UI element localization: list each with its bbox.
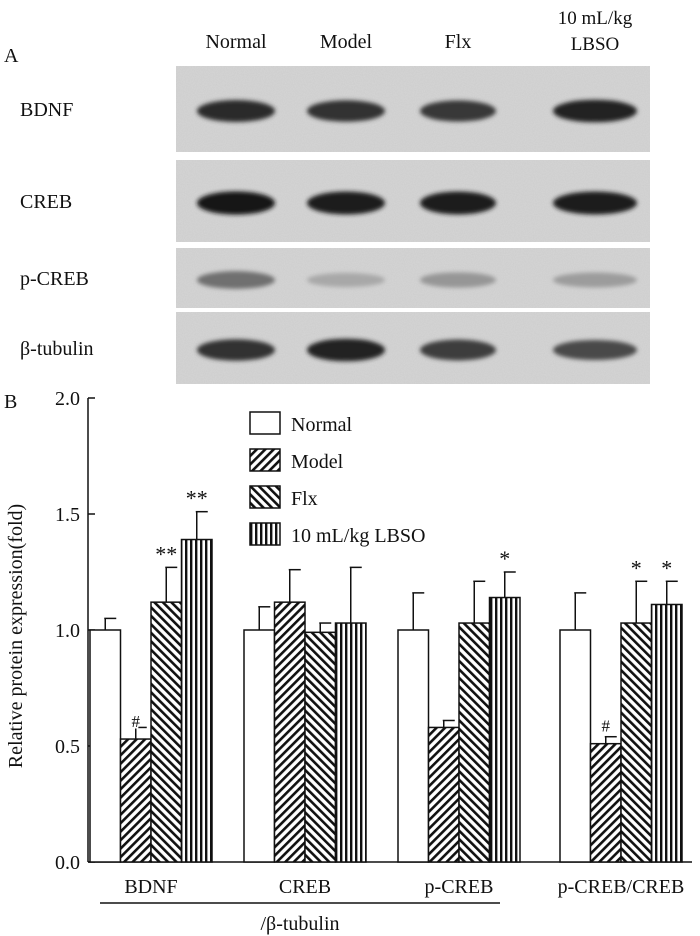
blot-row-p-creb: p-CREB <box>20 248 650 308</box>
blot-row-label: p-CREB <box>20 268 89 290</box>
legend-label: Flx <box>291 488 318 510</box>
bar-10-ml-kg-lbso-bdnf <box>180 538 213 863</box>
y-tick-label: 1.0 <box>55 620 80 642</box>
bar-flx-p-creb-creb <box>620 622 653 863</box>
blot-band <box>197 271 275 289</box>
bar-flx-bdnf <box>150 601 183 863</box>
y-tick-label: 1.5 <box>55 504 80 526</box>
blot-band <box>197 191 275 215</box>
legend-swatch <box>249 485 281 509</box>
blot-band <box>307 191 385 215</box>
y-tick-label: 0.5 <box>55 736 80 758</box>
bar-10-ml-kg-lbso-p-creb-creb <box>650 603 683 863</box>
blot-band <box>420 339 496 361</box>
panel-a-label: A <box>4 45 19 67</box>
blot-row-label: CREB <box>20 191 72 213</box>
x-category-label: p-CREB/CREB <box>558 876 685 898</box>
lane-label-lbso-line1: 10 mL/kg <box>558 8 633 29</box>
bar-flx-creb <box>304 631 337 863</box>
lane-label-model: Model <box>320 31 373 53</box>
y-tick-label: 2.0 <box>55 388 80 410</box>
blot-band <box>420 191 496 215</box>
y-axis-label: Relative protein expression(fold) <box>5 504 27 768</box>
blot-band <box>553 191 637 215</box>
blot-band <box>197 100 275 122</box>
legend-swatch <box>249 411 281 435</box>
bar-model-bdnf <box>119 738 152 863</box>
blot-band <box>307 100 385 122</box>
legend: Normal Model Flx 10 mL/kg LBSO <box>249 411 425 547</box>
blot-band <box>420 100 496 122</box>
significance-mark: * <box>499 546 510 571</box>
lane-label-flx: Flx <box>445 31 472 53</box>
blot-row-bdnf: BDNF <box>20 66 650 152</box>
legend-item-flx: Flx <box>249 485 318 510</box>
blot-row-creb: CREB <box>20 160 650 242</box>
bar-model-p-creb-creb <box>589 742 622 863</box>
blot-row-label: β-tubulin <box>20 338 94 360</box>
significance-mark: * <box>661 555 672 580</box>
blot-rows: BDNF CREB p-CREB β-tubulin <box>20 66 650 384</box>
blot-band <box>307 272 385 288</box>
legend-item-10-ml-kg-lbso: 10 mL/kg LBSO <box>249 522 425 547</box>
blot-band <box>307 338 385 362</box>
bar-normal-p-creb-creb <box>559 629 592 863</box>
blot-band <box>553 272 637 288</box>
bar-normal-bdnf <box>89 629 122 863</box>
bar-10-ml-kg-lbso-creb <box>334 622 367 863</box>
legend-label: Model <box>291 451 344 473</box>
panel-b-label: B <box>4 391 17 413</box>
x-category-label: p-CREB <box>425 876 494 898</box>
y-ticks: 0.0 0.5 1.0 1.5 2.0 <box>55 388 95 874</box>
legend-label: Normal <box>291 414 353 436</box>
bars: #*****#* * <box>89 486 683 863</box>
significance-mark: ** <box>186 486 208 511</box>
x-category-label: CREB <box>279 876 331 898</box>
blot-band <box>420 272 496 288</box>
legend-item-normal: Normal <box>249 411 353 436</box>
bar-chart-panel: B Relative protein expression(fold) 0.00… <box>4 388 692 935</box>
bar-model-p-creb <box>427 726 460 863</box>
western-blot-panel: A Normal Model Flx 10 mL/kg LBSO BDNF CRE… <box>4 8 650 384</box>
legend-swatch <box>249 448 281 472</box>
legend-label: 10 mL/kg LBSO <box>291 525 425 547</box>
bar-flx-p-creb <box>458 622 491 863</box>
blot-row-tubulin: β-tubulin <box>20 312 650 384</box>
bar-model-creb <box>273 601 306 863</box>
lane-label-lbso-line2: LBSO <box>571 34 620 55</box>
lane-label-normal: Normal <box>205 31 267 53</box>
bar-normal-p-creb <box>397 629 430 863</box>
significance-mark: # <box>602 717 611 736</box>
group-note: /β-tubulin <box>260 913 339 935</box>
x-category-label: BDNF <box>124 876 177 898</box>
legend-swatch <box>249 522 281 546</box>
bar-normal-creb <box>243 629 276 863</box>
lane-labels: Normal Model Flx 10 mL/kg LBSO <box>205 8 632 55</box>
significance-mark: ** <box>155 541 177 566</box>
blot-band <box>553 339 637 361</box>
x-category-labels: BDNF CREB p-CREB p-CREB/CREB <box>124 876 684 898</box>
blot-band <box>197 339 275 361</box>
bar-10-ml-kg-lbso-p-creb <box>488 596 521 863</box>
significance-mark: * <box>631 555 642 580</box>
blot-row-label: BDNF <box>20 99 73 121</box>
blot-band <box>553 99 637 123</box>
y-tick-label: 0.0 <box>55 852 80 874</box>
legend-item-model: Model <box>249 448 344 473</box>
significance-mark: # <box>132 712 141 731</box>
